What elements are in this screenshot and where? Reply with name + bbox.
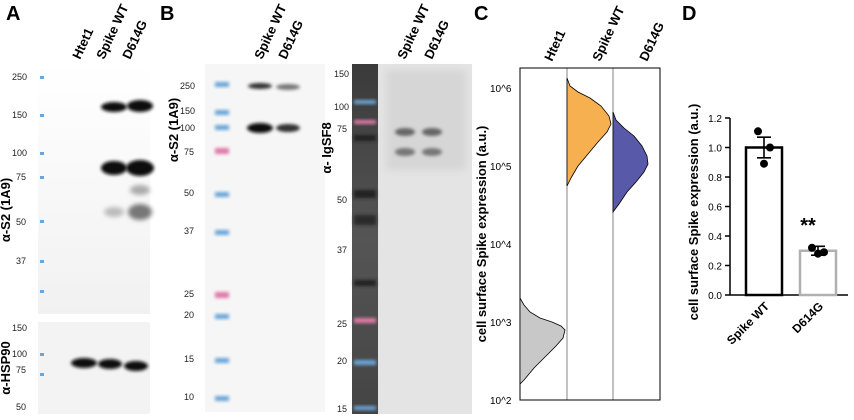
d-ytick-6: 1.2 [708, 114, 722, 125]
d-xtick-d614g: D614G [789, 299, 826, 336]
data-point [808, 243, 816, 252]
marker-b1-37: 37 [184, 226, 194, 236]
marker-b2-50: 50 [337, 195, 347, 205]
panel-d-bars [744, 146, 838, 297]
d-xtick-spike-wt: Spike WT [724, 299, 773, 348]
panel-a-blot-hsp90-markers: 150 100 75 50 [12, 323, 27, 412]
panel-b-blot-s2 [205, 64, 325, 412]
marker-b2-20: 20 [337, 356, 347, 366]
panel-a-blot-hsp90 [38, 322, 150, 414]
marker-a2-150: 150 [12, 323, 27, 333]
panel-c-ylabel: cell surface Spike expression (a.u.) [474, 126, 489, 343]
panel-c-label: C [474, 3, 488, 25]
d-ytick-4: 0.8 [708, 173, 722, 184]
panel-d-ylabel: cell surface Spike expression (a.u.) [686, 104, 701, 321]
lane-label-b2-d614g: D614G [421, 18, 452, 62]
panel-c-yticks: 10^6 10^5 10^4 10^3 10^2 [490, 84, 512, 407]
d-ytick-5: 1.0 [708, 144, 722, 155]
lane-label-htet1: Htet1 [69, 25, 96, 61]
marker-b2-150: 150 [334, 69, 349, 79]
marker-a1-100: 100 [12, 148, 27, 158]
panel-b-blot-igsf8-markers: 150 100 75 50 37 25 20 15 [334, 69, 349, 414]
marker-b2-25: 25 [337, 319, 347, 329]
marker-b1-20: 20 [184, 310, 194, 320]
c-ytick-1e6: 10^6 [490, 84, 512, 95]
data-point [820, 248, 828, 257]
marker-a2-100: 100 [12, 349, 27, 359]
lane-label-c-htet1: Htet1 [541, 27, 568, 63]
marker-b2-37: 37 [337, 245, 347, 255]
panel-a-blot-s2 [38, 64, 154, 314]
marker-a1-37: 37 [16, 256, 26, 266]
data-point [766, 143, 774, 152]
c-ytick-1e2: 10^2 [490, 396, 512, 407]
lane-label-c-spike-wt: Spike WT [589, 4, 627, 63]
panel-b-blot-igsf8-ylabel: α- IgSF8 [319, 122, 334, 173]
panel-b-blot-s2-markers: 250 150 100 75 50 37 25 20 15 10 [180, 81, 195, 402]
data-point [814, 249, 822, 258]
panel-b-blot-igsf8 [352, 64, 472, 414]
marker-b1-150: 150 [180, 106, 195, 116]
histogram-htet1 [519, 296, 566, 385]
marker-b2-75: 75 [337, 124, 347, 134]
panel-b-lane-labels: Spike WT D614G Spike WT D614G [251, 2, 452, 61]
d-ytick-0: 0.0 [708, 291, 722, 302]
marker-b1-25: 25 [184, 289, 194, 299]
panel-d-yaxis: 0.0 0.2 0.4 0.6 0.8 1.0 1.2 [708, 114, 731, 302]
panel-b-label: B [160, 3, 174, 25]
c-ytick-1e4: 10^4 [490, 240, 512, 251]
marker-a1-50: 50 [16, 217, 26, 227]
marker-b2-15: 15 [337, 404, 347, 414]
marker-b1-15: 15 [184, 354, 194, 364]
histogram-spike-wt [566, 77, 612, 187]
data-point [754, 127, 762, 136]
d-ytick-3: 0.6 [708, 203, 722, 214]
data-point [760, 159, 768, 168]
panel-c-plot [519, 67, 661, 401]
panel-a-blot-s2-ylabel: α-S2 (1A9) [0, 178, 13, 242]
marker-b1-250: 250 [180, 81, 195, 91]
marker-b1-10: 10 [184, 392, 194, 402]
panel-c-lane-labels: Htet1 Spike WT D614G [541, 4, 667, 63]
errorbar-0 [757, 136, 771, 159]
panel-d-xlabels: Spike WT D614G [724, 299, 826, 348]
histogram-d614g [612, 111, 649, 214]
marker-a1-150: 150 [12, 110, 27, 120]
c-ytick-1e5: 10^5 [490, 162, 512, 173]
lane-label-c-d614g: D614G [636, 20, 667, 64]
marker-b2-100: 100 [334, 102, 349, 112]
significance-marker: ** [800, 215, 816, 237]
marker-a1-250: 250 [12, 72, 27, 82]
panel-a-blot-hsp90-ylabel: α-HSP90 [0, 341, 13, 395]
d-ytick-1: 0.2 [708, 262, 722, 273]
panel-a-blot-s2-markers: 250 150 100 75 50 37 [12, 72, 27, 266]
marker-b1-75: 75 [184, 147, 194, 157]
marker-b1-50: 50 [184, 188, 194, 198]
d-ytick-2: 0.4 [708, 232, 722, 243]
marker-a1-75: 75 [16, 172, 26, 182]
marker-b1-100: 100 [180, 123, 195, 133]
panel-d-label: D [682, 3, 696, 25]
c-ytick-1e3: 10^3 [490, 318, 512, 329]
panel-b-blot-s2-ylabel: α-S2 (1A9) [166, 98, 181, 162]
bar-0 [744, 146, 784, 297]
panel-d-points [754, 127, 828, 258]
marker-a2-75: 75 [16, 365, 26, 375]
panel-a-lane-labels: Htet1 Spike WT D614G [69, 2, 150, 61]
panel-a-label: A [6, 3, 20, 25]
marker-a2-50: 50 [16, 402, 26, 412]
